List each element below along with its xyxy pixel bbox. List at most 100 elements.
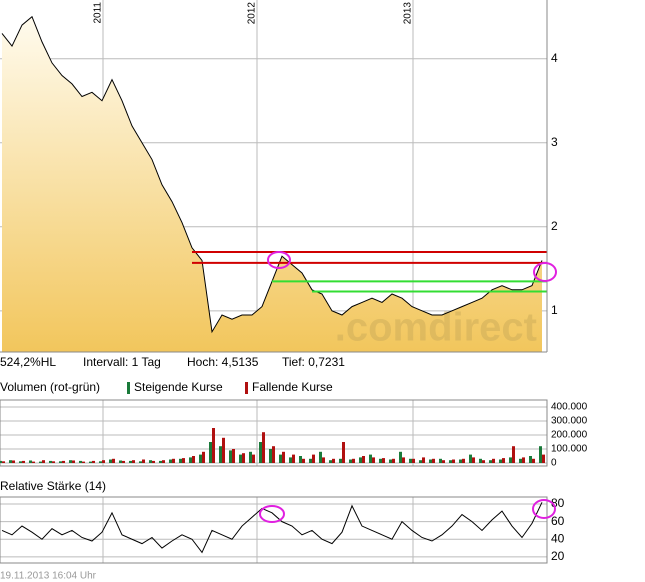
volume-bar [102,460,105,463]
legend-swatch [127,382,130,394]
volume-bar [272,446,275,463]
volume-bar [209,442,212,463]
volume-bar [379,458,382,463]
volume-bar [409,458,412,463]
volume-bar [22,460,25,463]
volume-bar [72,460,75,463]
volume-bar [442,460,445,463]
volume-bar [499,459,502,463]
volume-bar [152,460,155,463]
legend-swatch [245,382,248,394]
volume-bar [402,457,405,463]
volume-bar [179,458,182,463]
rsi-line [1,502,543,554]
volume-bar [212,428,215,463]
volume-bar [412,458,415,463]
volume-bar [92,460,95,463]
stat-label: Intervall: 1 Tag [83,355,161,369]
volume-bar [119,460,122,463]
volume-bar [132,460,135,463]
volume-bar [39,461,42,463]
volume-bar [522,457,525,463]
y-tick-label: 200.000 [551,430,588,441]
y-tick-label: 4 [551,51,558,65]
volume-bar [142,459,145,463]
volume-bar [202,451,205,463]
volume-bar [332,458,335,463]
volume-bar [89,461,92,463]
highlight-circle [532,499,556,519]
volume-bar [482,460,485,463]
x-tick-label: 2012 [247,2,258,25]
volume-bar [149,460,152,463]
volume-bar [519,458,522,463]
volume-bar [359,457,362,463]
volume-bar [269,449,272,463]
volume-bar [219,446,222,463]
volume-bar [59,461,62,463]
volume-bar [509,457,512,463]
panel-title: Relative Stärke (14) [0,479,106,493]
volume-bar [419,460,422,463]
volume-bar [449,460,452,463]
y-tick-label: 60 [551,514,565,528]
volume-bar [279,454,282,463]
y-tick-label: 100.000 [551,444,588,455]
volume-bar [99,461,102,463]
volume-bar [29,460,32,463]
volume-bar [2,461,5,463]
y-tick-label: 1 [551,303,558,317]
volume-bar [532,458,535,463]
stat-label: Tief: 0,7231 [282,355,345,369]
volume-bar [462,458,465,463]
volume-bar [352,458,355,463]
volume-bar [369,454,372,463]
panel-title: Volumen (rot-grün) [0,380,100,394]
stat-label: 524,2%HL [0,355,56,369]
volume-bar [529,456,532,463]
volume-bar [302,458,305,463]
volume-bar [309,458,312,463]
volume-bar [349,459,352,463]
volume-bar [502,458,505,463]
volume-bar [289,457,292,463]
volume-bar [319,451,322,463]
volume-bar [389,459,392,463]
timestamp: 19.11.2013 16:04 Uhr [0,571,97,582]
y-tick-label: 400.000 [551,402,588,413]
y-tick-label: 0 [551,458,557,469]
volume-bar [249,451,252,463]
volume-bar [199,454,202,463]
volume-bar [192,456,195,463]
volume-bar [429,459,432,463]
volume-bar [122,460,125,463]
volume-bar [459,459,462,463]
volume-bar [129,460,132,463]
volume-bar [262,432,265,463]
volume-bar [12,460,15,463]
highlight-circle [533,262,557,282]
y-tick-label: 300.000 [551,416,588,427]
highlight-circle [259,505,285,523]
volume-bar [439,458,442,463]
panel-frame [0,496,548,564]
volume-bar [489,460,492,463]
x-tick-label: 2013 [403,2,414,25]
y-tick-label: 2 [551,219,558,233]
volume-bar [322,457,325,463]
volume-bar [492,458,495,463]
volume-bar [109,459,112,463]
volume-bar [392,458,395,463]
volume-bar [172,458,175,463]
volume-bar [229,450,232,463]
volume-bar [82,461,85,463]
volume-bar [472,457,475,463]
volume-bar [452,459,455,463]
highlight-circle [267,251,291,269]
volume-bar [282,451,285,463]
volume-bar [339,458,342,463]
volume-bar [159,460,162,463]
volume-bar [49,460,52,463]
volume-bar [479,458,482,463]
